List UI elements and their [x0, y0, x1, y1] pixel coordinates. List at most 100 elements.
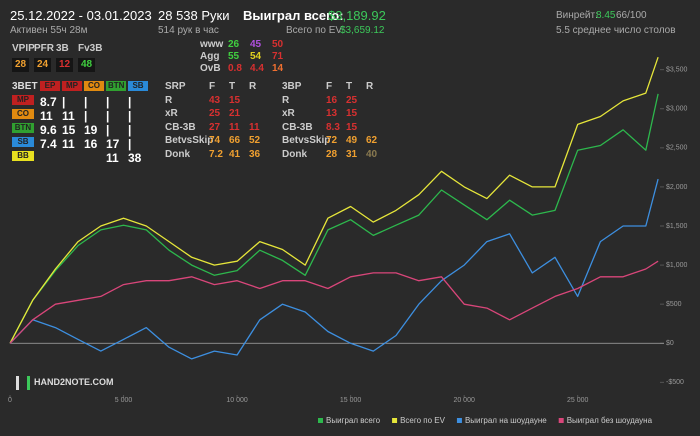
stat-value: 24	[34, 58, 52, 72]
stat-value: |	[128, 109, 132, 123]
stat-value: |	[106, 123, 110, 137]
active-time: Активен 55ч 28м	[10, 25, 88, 36]
position-chip: EP	[40, 81, 60, 91]
row-label: BetvsSkip	[165, 135, 214, 146]
ev-value: $3,659.12	[340, 25, 385, 36]
y-tick-label: $1,500	[666, 223, 688, 230]
winrate-value: 8.45	[596, 10, 616, 21]
stat-value: 54	[250, 51, 262, 62]
hands-per-hour: 514 рук в час	[158, 25, 219, 36]
row-chip: BB	[12, 151, 34, 161]
legend-swatch	[392, 418, 398, 423]
table-title: 3BET	[12, 81, 38, 92]
position-chip: BTN	[106, 81, 126, 91]
series-line	[9, 178, 659, 360]
won-value: $3,189.92	[328, 8, 386, 23]
stat-value: 55	[228, 51, 240, 62]
stat-value: 28	[326, 148, 338, 160]
logo-icon	[16, 376, 30, 390]
series-line	[9, 56, 659, 344]
stat-value: 11	[62, 137, 75, 151]
winrate-label: Винрейт:	[556, 10, 598, 21]
row-label: CB-3B	[282, 121, 313, 133]
stat-value: 15	[229, 94, 241, 106]
column-header: T	[229, 81, 236, 92]
column-header: F	[209, 81, 216, 92]
stat-value: 26	[228, 39, 240, 50]
stat-value: 11	[249, 121, 260, 133]
column-header: Fv3B	[78, 43, 103, 54]
x-tick-label: 5 000	[115, 397, 133, 404]
x-tick-label: 15 000	[340, 397, 362, 404]
stat-value: 16	[84, 137, 98, 151]
stat-value: |	[106, 109, 110, 123]
stat-value: 8.7	[40, 95, 57, 109]
legend-label: Всего по EV	[400, 416, 446, 425]
x-tick-label: 10 000	[226, 397, 248, 404]
stat-value: 8.3	[326, 121, 340, 133]
stat-value: 27	[209, 121, 221, 133]
stat-value: 11	[40, 109, 53, 123]
stat-value: 11	[62, 109, 75, 123]
row-label: CB-3B	[165, 121, 196, 133]
stat-value: 19	[84, 123, 98, 137]
y-tick-label: $1,000	[666, 262, 688, 269]
stat-value: 7.4	[40, 137, 57, 151]
legend-label: Выиграл всего	[326, 416, 381, 425]
x-tick-label: 0	[8, 397, 12, 404]
ev-label: Всего по EV:	[286, 25, 345, 36]
column-header: R	[366, 81, 374, 92]
stat-value: 71	[272, 51, 284, 62]
row-chip: CO	[12, 109, 34, 119]
stat-value: 45	[250, 39, 262, 50]
stat-value: 11	[106, 151, 119, 165]
row-label: Agg	[200, 51, 220, 62]
row-label: xR	[282, 108, 295, 119]
stat-value: 40	[366, 148, 378, 160]
column-header: F	[326, 81, 333, 92]
stat-value: 4.4	[250, 63, 264, 74]
stat-value: 0.8	[228, 63, 242, 74]
stat-value: 13	[326, 108, 338, 119]
stat-value: 31	[346, 148, 358, 160]
column-header: 3B	[56, 43, 69, 54]
position-chip: MP	[62, 81, 82, 91]
series-line	[9, 260, 659, 344]
column-header: VPIP	[12, 43, 35, 54]
y-tick-label: $500	[666, 301, 682, 308]
row-label: xR	[165, 108, 178, 119]
stat-value: 36	[249, 148, 261, 160]
stat-value: 17	[106, 137, 120, 151]
y-tick-label: $0	[666, 340, 674, 347]
stat-value: |	[62, 95, 66, 109]
x-tick-label: 25 000	[567, 397, 589, 404]
stat-value: |	[128, 95, 132, 109]
column-header: R	[249, 81, 257, 92]
stat-value: 49	[346, 135, 358, 146]
row-chip: MP	[12, 95, 34, 105]
tables-average: 5.5 среднее число столов	[556, 25, 676, 36]
stat-value: 28	[12, 58, 30, 72]
stat-value: 43	[209, 94, 221, 106]
row-label: R	[282, 94, 290, 106]
y-tick-label: $2,500	[666, 145, 688, 152]
stat-value: 12	[56, 58, 74, 72]
stat-value: 11	[229, 121, 240, 133]
stat-value: |	[84, 95, 88, 109]
stat-value: 7.2	[209, 148, 223, 160]
winrate-unit: 66/100	[616, 10, 647, 21]
y-tick-label: -$500	[666, 379, 684, 386]
stat-value: 50	[272, 39, 284, 50]
stat-value: 25	[209, 108, 221, 119]
row-label: Donk	[165, 148, 190, 160]
stat-value: |	[106, 95, 110, 109]
series-line	[9, 93, 659, 344]
stat-value: 41	[229, 148, 241, 160]
stat-value: 15	[346, 121, 358, 133]
position-chip: CO	[84, 81, 104, 91]
legend-label: Выиграл без шоудауна	[567, 416, 653, 425]
legend-swatch	[558, 418, 564, 423]
stat-value: 14	[272, 63, 284, 74]
stat-value: |	[128, 137, 132, 151]
